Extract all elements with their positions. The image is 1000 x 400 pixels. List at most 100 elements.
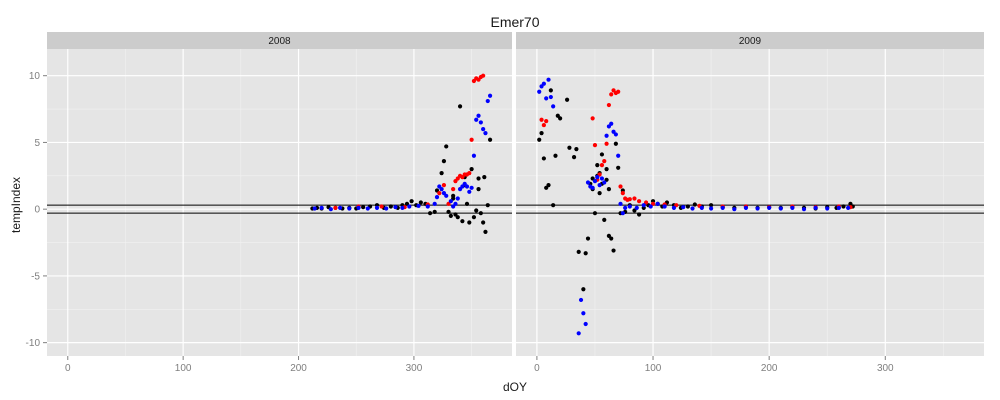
data-point-red <box>590 116 595 121</box>
data-point-black <box>581 287 586 292</box>
data-point-blue <box>537 89 542 94</box>
facet-strip <box>47 32 512 49</box>
data-point-blue <box>813 205 818 210</box>
x-tick-label: 300 <box>877 363 894 374</box>
y-tick-label: 10 <box>29 71 41 82</box>
data-point-blue <box>425 204 430 209</box>
data-point-blue <box>595 175 600 180</box>
y-tick-label: 5 <box>34 138 40 149</box>
data-point-black <box>636 212 642 217</box>
data-point-black <box>444 144 449 149</box>
data-point-blue <box>609 121 614 126</box>
data-point-blue <box>384 206 389 211</box>
data-point-blue <box>455 196 460 201</box>
data-point-blue <box>444 193 449 198</box>
facet-strip-label: 2008 <box>268 36 291 47</box>
data-point-blue <box>548 94 553 100</box>
data-point-blue <box>590 185 595 190</box>
data-point-black <box>609 236 614 241</box>
data-point-blue <box>476 113 481 118</box>
data-point-blue <box>347 206 352 211</box>
data-point-blue <box>755 206 760 211</box>
data-point-blue <box>453 201 458 206</box>
data-point-blue <box>467 189 472 194</box>
data-point-blue <box>662 204 667 209</box>
data-point-blue <box>434 195 440 200</box>
x-tick-label: 0 <box>65 363 71 374</box>
data-point-blue <box>544 96 549 101</box>
data-point-blue <box>699 205 704 210</box>
data-point-black <box>418 200 423 205</box>
data-point-black <box>439 171 444 176</box>
data-point-black <box>602 217 607 222</box>
x-tick-label: 0 <box>534 363 540 374</box>
data-point-red <box>451 187 456 192</box>
data-point-black <box>708 203 714 208</box>
data-point-blue <box>439 187 444 192</box>
data-point-black <box>592 211 598 216</box>
data-point-blue <box>374 205 380 210</box>
data-point-blue <box>478 120 483 125</box>
data-point-blue <box>732 207 737 212</box>
data-point-blue <box>487 93 493 98</box>
data-point-red <box>636 199 642 204</box>
data-point-blue <box>790 205 795 210</box>
data-point-blue <box>328 207 333 212</box>
data-point-black <box>611 248 616 253</box>
data-point-red <box>541 122 546 128</box>
data-point-blue <box>592 179 598 184</box>
data-point-black <box>446 209 451 214</box>
data-point-blue <box>469 185 474 190</box>
data-point-blue <box>641 203 646 208</box>
data-point-blue <box>597 183 602 188</box>
data-point-black <box>464 201 470 206</box>
data-point-blue <box>836 205 841 210</box>
y-tick-label: -10 <box>26 338 41 349</box>
data-point-red <box>469 137 474 142</box>
data-point-red <box>609 92 614 97</box>
data-point-blue <box>634 205 639 210</box>
data-point-blue <box>681 205 686 210</box>
data-point-blue <box>620 211 625 216</box>
data-point-black <box>841 204 846 209</box>
data-point-black <box>455 215 460 220</box>
y-tick-label: -5 <box>31 271 40 282</box>
data-point-blue <box>578 297 584 303</box>
data-point-black <box>585 236 591 241</box>
data-point-red <box>618 184 623 189</box>
data-point-blue <box>356 205 361 210</box>
data-point-red <box>606 102 612 108</box>
data-point-blue <box>825 206 830 211</box>
data-point-blue <box>546 77 551 82</box>
data-point-blue <box>616 153 621 158</box>
data-point-blue <box>720 205 725 210</box>
data-point-blue <box>474 117 479 122</box>
data-point-black <box>606 187 612 192</box>
data-point-red <box>539 117 544 122</box>
data-point-black <box>599 152 605 157</box>
data-point-black <box>574 147 579 152</box>
data-point-blue <box>618 201 623 206</box>
facet-panels: 2008 0 100 200 300 -10 -5 0 5 10 2009 0 100 200 300 <box>26 32 984 374</box>
data-point-blue <box>407 204 412 209</box>
y-axis-title: tempIndex <box>9 177 23 233</box>
data-point-blue <box>585 180 591 185</box>
data-point-blue <box>743 205 749 210</box>
data-point-blue <box>627 204 632 209</box>
data-point-black <box>692 202 697 207</box>
data-point-black <box>482 175 487 180</box>
data-point-blue <box>690 206 695 211</box>
data-point-black <box>539 130 544 136</box>
data-point-red <box>620 191 625 196</box>
data-point-blue <box>319 205 324 210</box>
data-point-blue <box>337 205 343 210</box>
data-point-blue <box>393 205 398 210</box>
data-point-blue <box>801 207 807 212</box>
data-point-blue <box>648 204 653 209</box>
data-point-black <box>460 219 465 224</box>
data-point-red <box>379 204 384 209</box>
data-point-black <box>448 213 453 218</box>
data-point-black <box>558 116 563 121</box>
data-point-black <box>478 211 483 216</box>
